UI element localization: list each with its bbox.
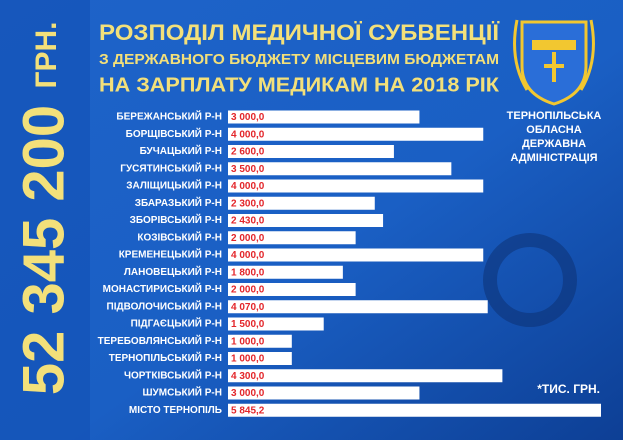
- total-unit: ГРН.: [30, 21, 63, 88]
- category-label: МІСТО ТЕРНОПІЛЬ: [129, 405, 222, 416]
- value-label: 2 430,0: [231, 216, 265, 227]
- total-group: 52 345 200 ГРН.: [11, 21, 76, 395]
- value-label: 4 000,0: [231, 250, 265, 261]
- bar: [228, 334, 292, 348]
- category-label: ЗБАРАЗЬКИЙ Р-Н: [135, 196, 222, 209]
- bar: [228, 179, 484, 193]
- bar: [228, 162, 452, 176]
- value-label: 1 000,0: [231, 336, 265, 347]
- value-label: 4 070,0: [231, 302, 265, 313]
- category-label: БЕРЕЖАНСЬКИЙ Р-Н: [116, 110, 222, 123]
- category-label: ПІДГАЄЦЬКИЙ Р-Н: [131, 317, 222, 330]
- bar: [228, 265, 343, 279]
- bar: [228, 110, 420, 124]
- bar: [228, 214, 384, 227]
- value-label: 2 300,0: [231, 198, 265, 209]
- value-label: 2 000,0: [231, 233, 265, 244]
- category-label: ШУМСЬКИЙ Р-Н: [143, 386, 223, 399]
- bar: [228, 145, 394, 158]
- stethoscope-decor: [483, 233, 577, 327]
- value-label: 3 000,0: [231, 112, 265, 123]
- organization-line: ОБЛАСНА: [526, 124, 581, 136]
- bar: [228, 403, 601, 417]
- bar: [228, 283, 356, 296]
- category-label: ТЕРЕБОВЛЯНСЬКИЙ Р-Н: [98, 334, 222, 347]
- title-line: З ДЕРЖАВНОГО БЮДЖЕТУ МІСЦЕВИМ БЮДЖЕТАМ: [99, 51, 499, 68]
- value-label: 5 845,2: [231, 405, 265, 416]
- bar: [228, 386, 420, 400]
- category-label: КРЕМЕНЕЦЬКИЙ Р-Н: [119, 248, 222, 261]
- organization-line: ДЕРЖАВНА: [522, 138, 586, 150]
- title-line: НА ЗАРПЛАТУ МЕДИКАМ НА 2018 РІК: [99, 74, 500, 96]
- value-label: 1 500,0: [231, 319, 265, 330]
- bar: [228, 369, 503, 383]
- category-label: ЛАНОВЕЦЬКИЙ Р-Н: [124, 265, 222, 278]
- value-label: 4 000,0: [231, 181, 265, 192]
- category-label: МОНАСТИРИСЬКИЙ Р-Н: [103, 282, 222, 295]
- bar: [228, 317, 324, 331]
- value-label: 2 000,0: [231, 285, 265, 296]
- value-label: 3 000,0: [231, 388, 265, 399]
- category-label: КОЗІВСЬКИЙ Р-Н: [137, 230, 222, 243]
- bar: [228, 196, 375, 210]
- coat-of-arms: [513, 19, 595, 106]
- category-label: ТЕРНОПІЛЬСЬКИЙ Р-Н: [109, 351, 222, 364]
- category-label: ЗАЛІЩИЦЬКИЙ Р-Н: [126, 179, 222, 192]
- bar: [228, 127, 484, 141]
- unit-note: *ТИС. ГРН.: [537, 382, 600, 396]
- organization-line: АДМІНІСТРАЦІЯ: [510, 152, 597, 164]
- value-label: 4 300,0: [231, 371, 265, 382]
- category-label: БУЧАЦЬКИЙ Р-Н: [140, 144, 222, 157]
- organization-line: ТЕРНОПІЛЬСЬКА: [507, 110, 602, 122]
- bar: [228, 248, 484, 262]
- category-label: ГУСЯТИНСЬКИЙ Р-Н: [120, 161, 222, 174]
- value-label: 1 800,0: [231, 267, 265, 278]
- category-label: ПІДВОЛОЧИСЬКИЙ Р-Н: [107, 299, 223, 312]
- value-label: 1 000,0: [231, 354, 265, 365]
- bar: [228, 352, 292, 365]
- title-line: РОЗПОДІЛ МЕДИЧНОЇ СУБВЕНЦІЇ: [99, 20, 500, 45]
- bar: [228, 300, 488, 314]
- value-label: 3 500,0: [231, 164, 265, 175]
- category-label: ЗБОРІВСЬКИЙ Р-Н: [130, 213, 222, 226]
- value-label: 4 000,0: [231, 129, 265, 140]
- total: 52 345 200: [11, 105, 76, 395]
- bar: [228, 231, 356, 245]
- category-label: БОРЩІВСЬКИЙ Р-Н: [126, 127, 222, 140]
- side-panel: [0, 0, 90, 440]
- category-label: ЧОРТКІВСЬКИЙ Р-Н: [124, 368, 222, 381]
- value-label: 2 600,0: [231, 147, 265, 158]
